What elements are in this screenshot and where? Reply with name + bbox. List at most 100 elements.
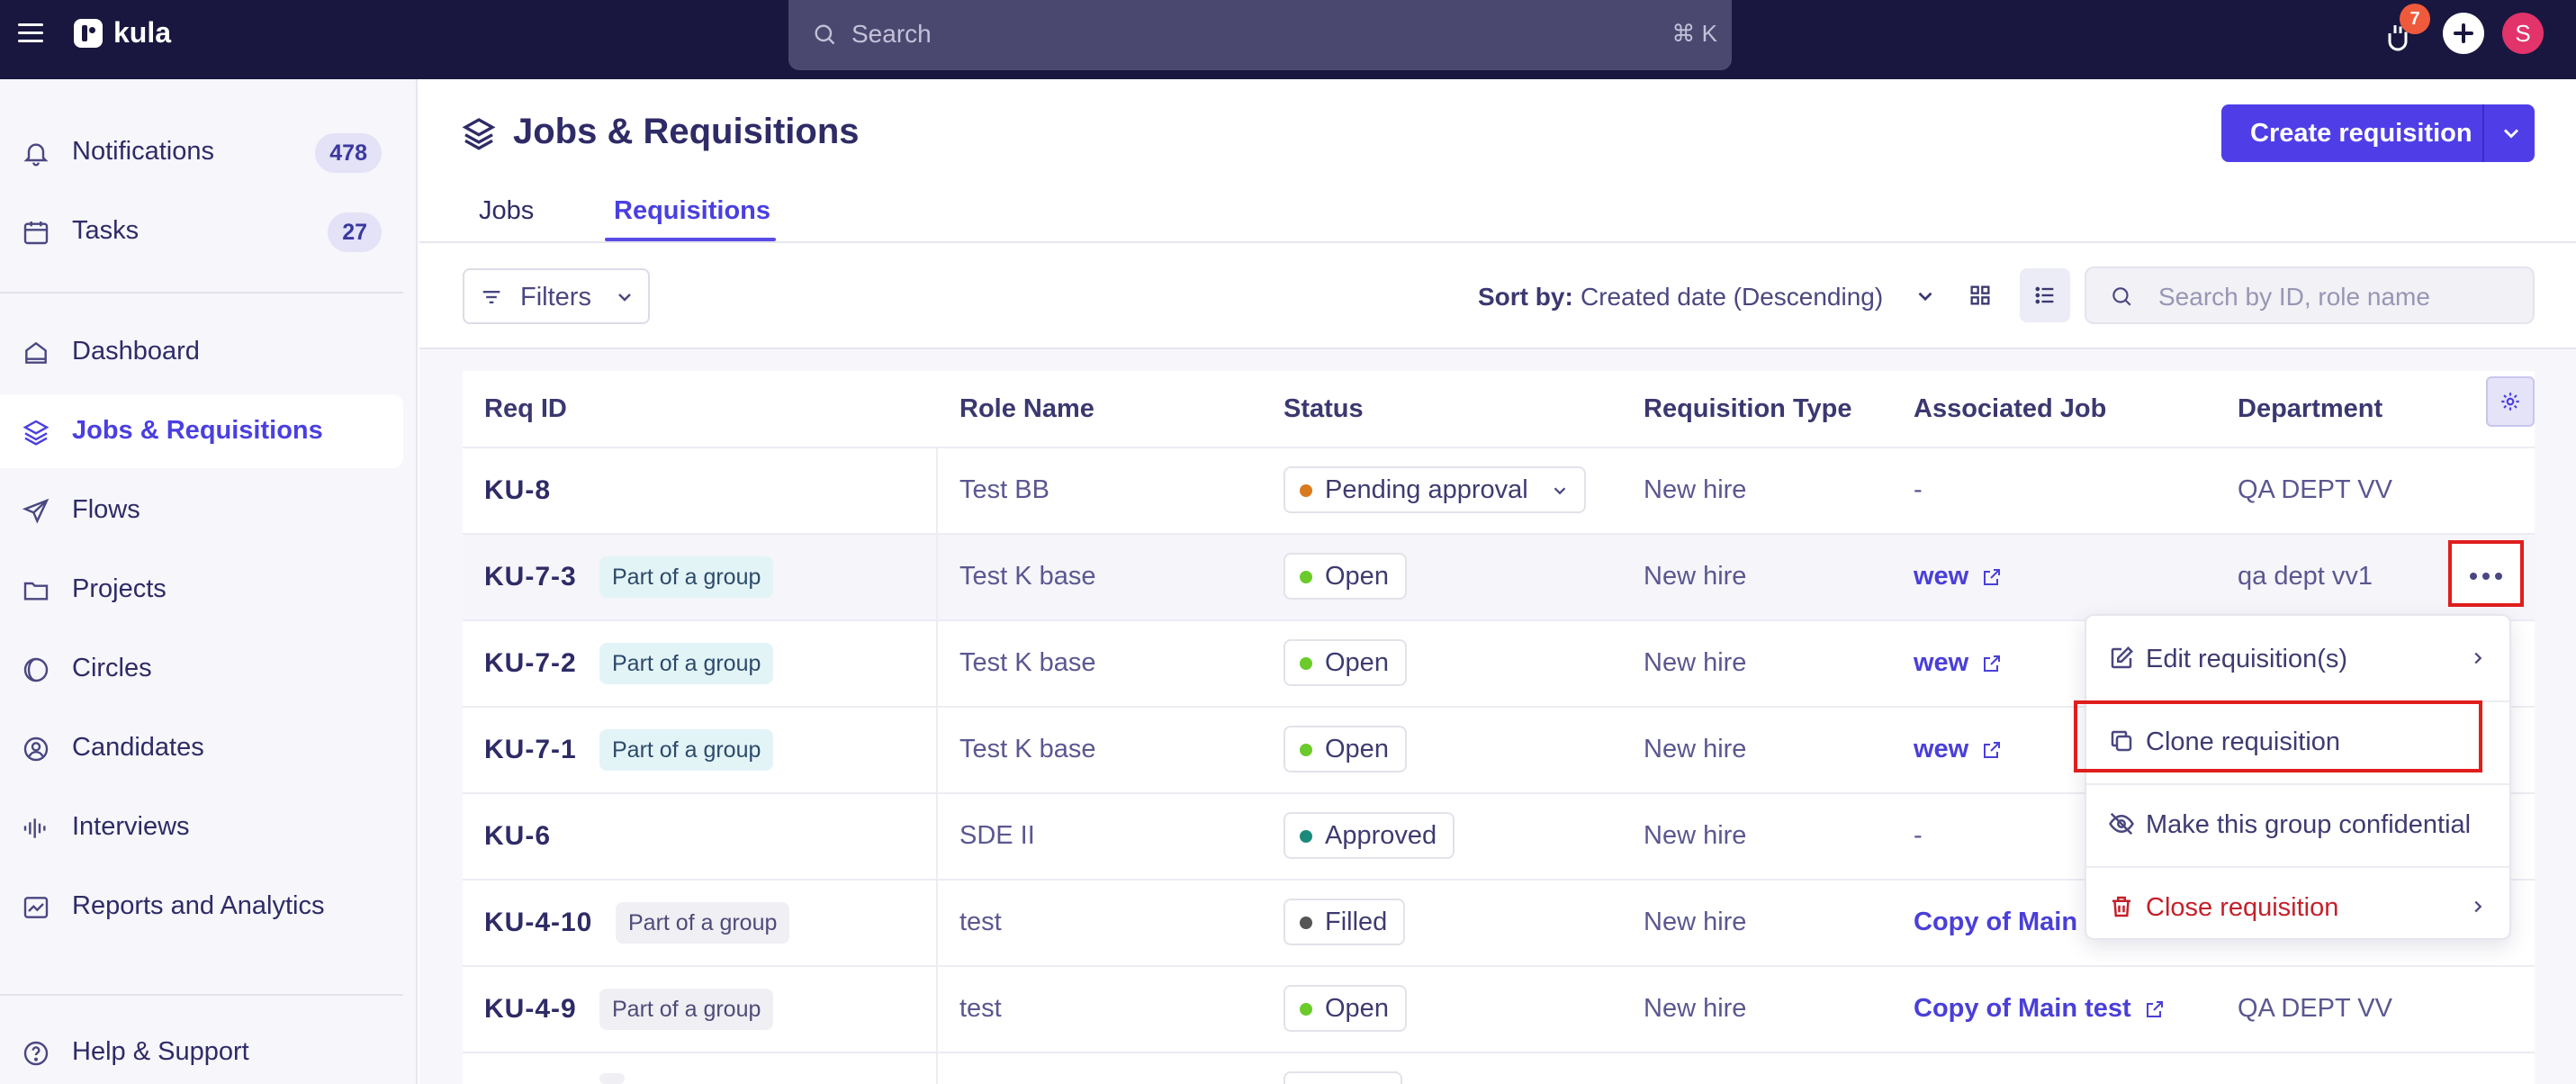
- user-avatar[interactable]: S: [2502, 13, 2544, 54]
- req-id[interactable]: KU-7-2: [484, 648, 577, 678]
- table-row[interactable]: [463, 533, 2535, 619]
- associated-job-link[interactable]: Copy of Main: [1914, 908, 2077, 937]
- menu-item-edit-requisitions[interactable]: Edit requisition(s): [2086, 619, 2509, 700]
- edit-icon: [2111, 646, 2134, 669]
- global-search-placeholder: Search: [851, 20, 932, 48]
- status-text: Approved: [1325, 821, 1437, 850]
- notification-count-badge: 7: [2400, 4, 2430, 34]
- role-name: test: [959, 994, 1002, 1023]
- column-header-role-name[interactable]: Role Name: [959, 394, 1094, 423]
- sidebar-item-flows[interactable]: Flows: [0, 474, 403, 547]
- status-text: Open: [1325, 735, 1389, 763]
- sidebar-item-jobs-requisitions[interactable]: Jobs & Requisitions: [0, 394, 403, 468]
- add-button[interactable]: [2443, 13, 2484, 54]
- sidebar-item-circles[interactable]: Circles: [0, 632, 403, 706]
- grid-view-button[interactable]: [1955, 268, 2005, 322]
- help-icon: [23, 1041, 49, 1066]
- status-badge: Open: [1283, 553, 1407, 600]
- filters-button[interactable]: Filters: [463, 268, 650, 324]
- menu-item-clone-requisition[interactable]: Clone requisition: [2086, 702, 2509, 783]
- sidebar-item-projects[interactable]: Projects: [0, 553, 403, 627]
- column-settings-button[interactable]: [2486, 376, 2535, 427]
- sidebar-item-label: Circles: [72, 654, 152, 682]
- requisition-type: New hire: [1644, 648, 1747, 677]
- chevron-down-icon[interactable]: [1914, 285, 1937, 308]
- folder-icon: [23, 582, 49, 601]
- req-id[interactable]: KU-7-3: [484, 562, 577, 592]
- create-requisition-button[interactable]: Create requisition: [2221, 104, 2535, 162]
- req-id[interactable]: KU-8: [484, 475, 552, 505]
- calendar-icon: [23, 221, 49, 245]
- status-badge: [1283, 1071, 1402, 1084]
- sidebar-item-label: Candidates: [72, 733, 204, 762]
- sort-dropdown[interactable]: Created date (Descending): [1581, 283, 1884, 311]
- sidebar-item-interviews[interactable]: Interviews: [0, 790, 403, 864]
- sidebar-item-dashboard[interactable]: Dashboard: [0, 315, 403, 389]
- app-name: kula: [113, 16, 172, 49]
- table-row[interactable]: [463, 879, 2535, 965]
- column-header-req-id[interactable]: Req ID: [484, 394, 567, 423]
- associated-job-link[interactable]: wew: [1914, 735, 2003, 764]
- requisition-type: New hire: [1644, 475, 1747, 504]
- table-row[interactable]: [463, 706, 2535, 792]
- table-row[interactable]: [463, 1052, 2535, 1084]
- sidebar-item-label: Interviews: [72, 812, 190, 841]
- chevron-down-icon[interactable]: [2499, 121, 2524, 146]
- menu-item-make-confidential[interactable]: Make this group confidential: [2086, 785, 2509, 866]
- role-name: Test K base: [959, 648, 1096, 677]
- menu-item-close-requisition[interactable]: Close requisition: [2086, 868, 2509, 949]
- status-text: Open: [1325, 562, 1389, 591]
- status-text: Open: [1325, 994, 1389, 1023]
- role-name: Test K base: [959, 562, 1096, 591]
- status-badge: Open: [1283, 639, 1407, 686]
- column-header-associated-job[interactable]: Associated Job: [1914, 394, 2107, 423]
- sidebar-item-notifications[interactable]: Notifications 478: [0, 115, 403, 189]
- menu-icon[interactable]: [18, 23, 43, 43]
- associated-job-link[interactable]: wew: [1914, 562, 2003, 592]
- associated-job-link[interactable]: Copy of Main test: [1914, 994, 2166, 1024]
- req-id[interactable]: KU-6: [484, 821, 552, 851]
- table-row[interactable]: [463, 619, 2535, 706]
- menu-item-label: Clone requisition: [2146, 727, 2341, 756]
- requisition-type: New hire: [1644, 562, 1747, 591]
- tab-jobs[interactable]: Jobs: [479, 196, 535, 225]
- requisition-search-input[interactable]: Search by ID, role name: [2085, 266, 2535, 324]
- hand-wave-icon[interactable]: [2382, 20, 2414, 52]
- req-id[interactable]: KU-7-1: [484, 735, 577, 764]
- notifications-count: 478: [315, 133, 382, 173]
- column-header-department[interactable]: Department: [2238, 394, 2383, 423]
- active-tab-indicator: [605, 238, 776, 241]
- chevron-right-icon: [2474, 652, 2482, 664]
- column-header-requisition-type[interactable]: Requisition Type: [1644, 394, 1852, 423]
- table-row[interactable]: [463, 447, 2535, 533]
- req-id[interactable]: KU-4-10: [484, 908, 593, 937]
- sidebar-item-reports[interactable]: Reports and Analytics: [0, 870, 403, 944]
- list-view-button[interactable]: [2020, 268, 2070, 322]
- filter-icon: [482, 291, 500, 303]
- chevron-down-icon: [1554, 487, 1566, 495]
- circles-icon: [23, 657, 49, 682]
- global-search[interactable]: Search ⌘ K: [788, 0, 1732, 70]
- associated-job-link[interactable]: wew: [1914, 648, 2003, 678]
- tab-requisitions[interactable]: Requisitions: [614, 196, 771, 225]
- status-dot: [1300, 744, 1312, 756]
- search-icon: [2112, 287, 2131, 306]
- layers-icon: [462, 118, 496, 150]
- sidebar-item-candidates[interactable]: Candidates: [0, 711, 403, 785]
- table-row[interactable]: [463, 792, 2535, 879]
- associated-job: -: [1914, 475, 1923, 504]
- trash-icon: [2112, 896, 2130, 917]
- menu-divider: [2086, 866, 2509, 868]
- row-actions-menu: Edit requisition(s) Clone requisition Ma…: [2085, 614, 2511, 940]
- associated-job: -: [1914, 821, 1923, 850]
- req-id[interactable]: KU-4-9: [484, 994, 577, 1024]
- table-row[interactable]: [463, 965, 2535, 1052]
- sidebar-item-help[interactable]: Help & Support: [0, 1016, 403, 1084]
- status-badge[interactable]: Pending approval: [1283, 466, 1586, 513]
- requisition-type: New hire: [1644, 735, 1747, 763]
- chevron-right-icon: [2474, 900, 2482, 913]
- row-actions-button[interactable]: [2448, 540, 2524, 607]
- search-shortcut: ⌘ K: [1671, 20, 1717, 47]
- sidebar-item-tasks[interactable]: Tasks 27: [0, 194, 403, 268]
- column-header-status[interactable]: Status: [1283, 394, 1364, 423]
